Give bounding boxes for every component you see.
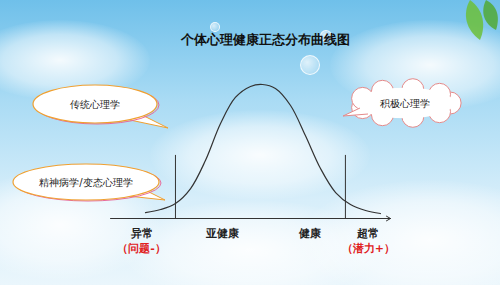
svg-text:（问题-）: （问题-） — [117, 242, 166, 255]
svg-text:（潜力+）: （潜力+） — [342, 242, 395, 255]
svg-text:亚健康: 亚健康 — [205, 227, 240, 240]
svg-text:超常: 超常 — [356, 227, 379, 240]
svg-text:异常: 异常 — [130, 227, 153, 240]
svg-text:健康: 健康 — [298, 227, 322, 240]
svg-text:精神病学/变态心理学: 精神病学/变态心理学 — [39, 177, 132, 188]
svg-text:积极心理学: 积极心理学 — [380, 98, 430, 109]
svg-text:传统心理学: 传统心理学 — [70, 99, 120, 110]
html-text:个体心理健康正态分布曲线图: 个体心理健康正态分布曲线图 — [180, 32, 350, 47]
